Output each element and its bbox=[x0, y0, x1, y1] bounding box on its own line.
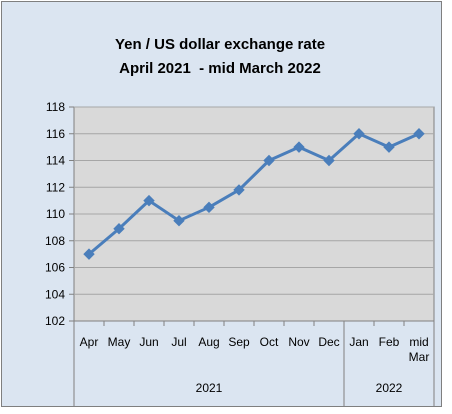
data-point-marker bbox=[143, 194, 155, 207]
x-tick-label: Nov bbox=[288, 335, 309, 349]
y-tick-label: 116 bbox=[46, 127, 65, 141]
axes bbox=[73, 321, 435, 406]
data-point-marker bbox=[113, 223, 125, 235]
y-tick-label: 118 bbox=[46, 100, 65, 114]
data-point-marker bbox=[233, 184, 245, 196]
series-line bbox=[87, 132, 421, 256]
data-point-marker bbox=[353, 128, 365, 140]
y-tick-label: 112 bbox=[46, 180, 65, 194]
x-axis-year-labels: 2021 2022 bbox=[196, 381, 403, 395]
x-tick-label-part: mid bbox=[409, 335, 428, 349]
x-tick-label: Sep bbox=[228, 335, 250, 349]
data-point-marker bbox=[203, 201, 215, 214]
x-tick-label: Oct bbox=[260, 335, 279, 349]
x-tick-label: Dec bbox=[318, 335, 339, 349]
y-tick-label: 104 bbox=[45, 287, 65, 301]
series-group bbox=[83, 128, 425, 260]
data-point-marker bbox=[293, 141, 305, 153]
x-tick-label: Jun bbox=[139, 335, 158, 349]
x-tick-label: Jul bbox=[171, 335, 186, 349]
x-tick-label: May bbox=[108, 335, 131, 349]
x-tick-label: Feb bbox=[379, 335, 400, 349]
data-point-marker bbox=[83, 248, 95, 260]
y-tick-label: 102 bbox=[45, 314, 65, 328]
chart-title: Yen / US dollar exchange rate bbox=[115, 36, 325, 53]
y-tick-label: 110 bbox=[46, 207, 65, 221]
y-tick-label: 114 bbox=[46, 154, 65, 168]
year-group-label: 2022 bbox=[376, 381, 403, 395]
data-point-marker bbox=[413, 128, 425, 140]
y-axis-tick-labels: 102 104 106 108 110 112 114 116 118 bbox=[45, 100, 74, 328]
gridlines bbox=[74, 106, 434, 295]
data-point-marker bbox=[323, 154, 335, 167]
data-point-marker bbox=[263, 154, 275, 167]
data-point-marker bbox=[383, 141, 395, 153]
x-tick-label-part: Mar bbox=[409, 350, 430, 364]
y-tick-label: 108 bbox=[45, 234, 65, 248]
x-tick-label: Jan bbox=[349, 335, 368, 349]
y-tick-label: 106 bbox=[45, 261, 65, 275]
year-group-label: 2021 bbox=[196, 381, 223, 395]
x-tick-label: Apr bbox=[80, 335, 99, 349]
x-tick-label: Aug bbox=[198, 335, 219, 349]
data-point-marker bbox=[173, 214, 185, 227]
chart-subtitle: April 2021 - mid March 2022 bbox=[119, 60, 321, 77]
